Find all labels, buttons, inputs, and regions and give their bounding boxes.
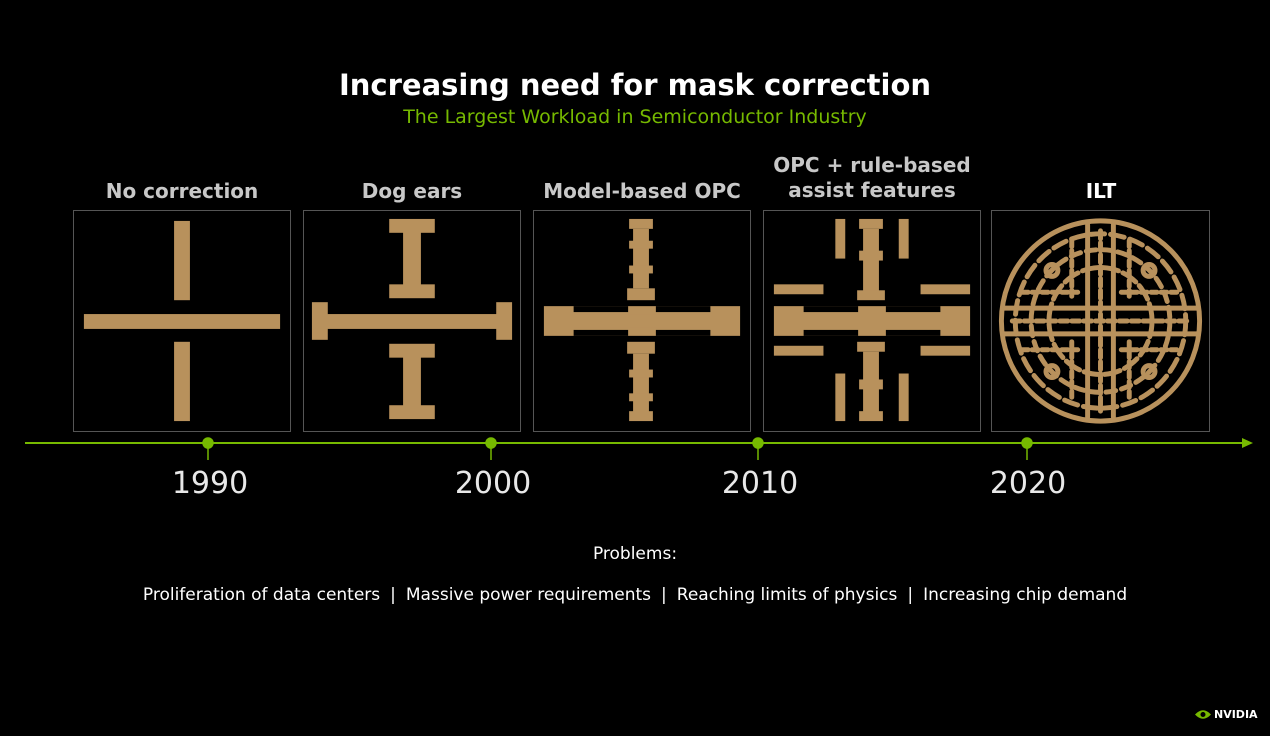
year-label: 2010 (721, 466, 799, 501)
panel-label-opc-assist: OPC + rule-based assist features (752, 153, 992, 203)
timeline-dot (1021, 437, 1033, 449)
problem-item: Proliferation of data centers (142, 585, 381, 605)
panel-label-dog-ears: Dog ears (361, 179, 463, 203)
problems-heading: Problems: (592, 544, 678, 564)
slide-subtitle: The Largest Workload in Semiconductor In… (403, 106, 867, 128)
label-line: assist features (788, 178, 956, 202)
mask-ilt (991, 210, 1210, 432)
nvidia-logo: NVIDIA (1195, 708, 1258, 721)
problems-list: Proliferation of data centers | Massive po… (0, 585, 1270, 605)
separator: | (907, 585, 914, 605)
mask-dog-ears (303, 210, 521, 432)
year-label: 1990 (171, 466, 249, 501)
problem-item: Increasing chip demand (923, 585, 1128, 605)
year-label: 2000 (454, 466, 532, 501)
separator: | (661, 585, 667, 605)
year-label: 2020 (989, 466, 1067, 501)
problem-item: Massive power requirements (405, 585, 652, 605)
separator: | (390, 585, 396, 605)
panel-label-ilt: ILT (1085, 179, 1117, 203)
panel-label-model-based-opc: Model-based OPC (543, 179, 741, 203)
timeline-dot (752, 437, 764, 449)
timeline-dot (485, 437, 497, 449)
mask-no-correction (73, 210, 291, 432)
mask-model-based-opc (533, 210, 751, 432)
logo-text: NVIDIA (1214, 708, 1258, 721)
mask-opc-assist-features (763, 210, 981, 432)
label-line: OPC + rule-based (773, 153, 971, 177)
panel-label-no-correction: No correction (105, 179, 259, 203)
timeline-dot (202, 437, 214, 449)
slide-title: Increasing need for mask correction (338, 68, 932, 102)
timeline-axis (25, 437, 1253, 460)
nvidia-eye-icon (1195, 710, 1211, 719)
problem-item: Reaching limits of physics (676, 585, 898, 605)
